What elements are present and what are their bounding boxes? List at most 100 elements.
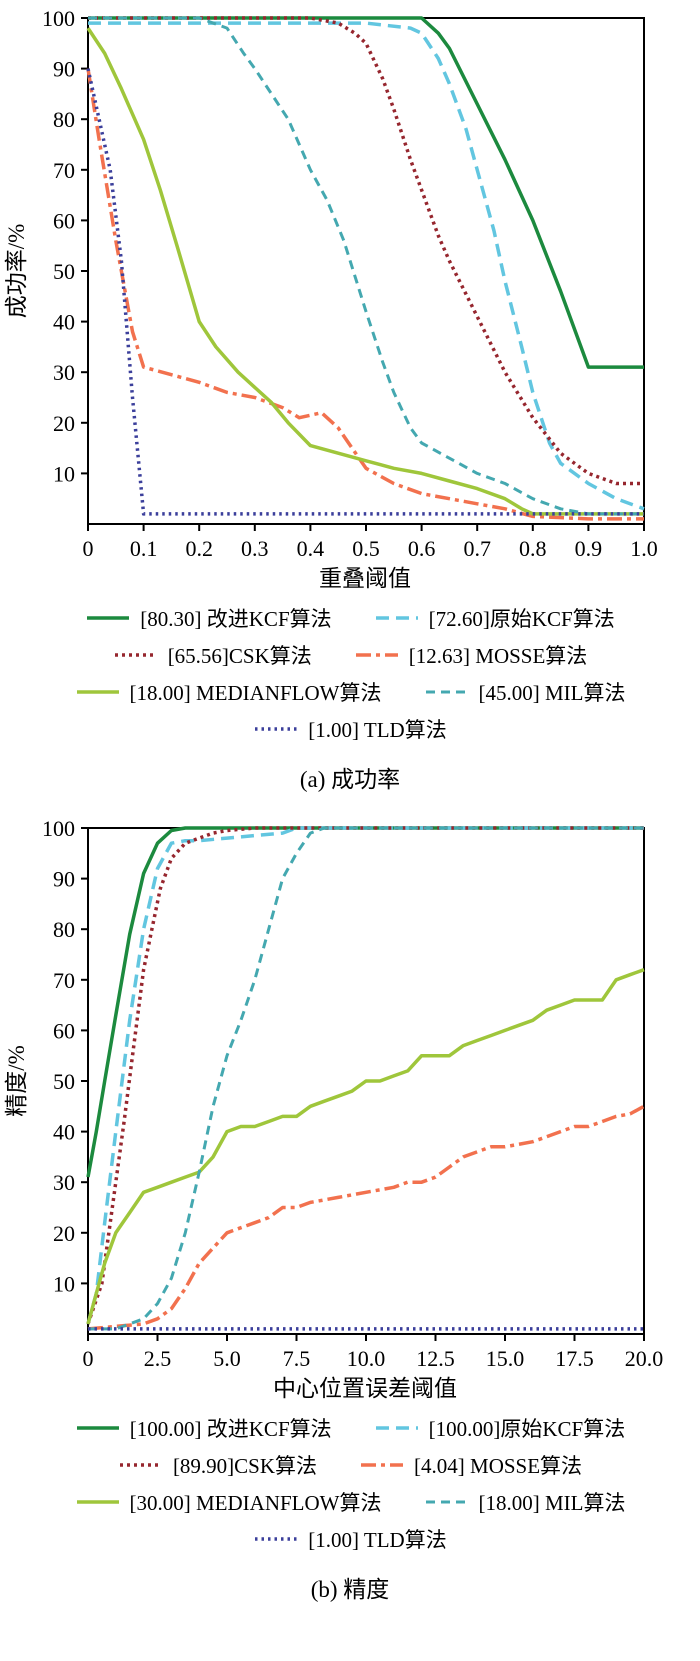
precision-plot: 0 2.5 5.0 7.5 10.0 12.5 15.0 17.5 20.0 10 20 30 40 50… xyxy=(4,816,663,1401)
legend-line-sample-tld xyxy=(255,727,298,731)
success-rate-plot: 0 0.1 0.2 0.3 0.4 0.5 0.6 0.7 0.8 0.9 1.0 10 20 30 40 5… xyxy=(4,6,658,591)
legend-label-mosse: [4.04] MOSSE算法 xyxy=(414,1454,583,1478)
legend-line-sample-original-kcf xyxy=(375,616,418,620)
x-tick-label: 0.8 xyxy=(519,536,547,561)
legend-item-medianflow: [18.00] MEDIANFLOW算法 xyxy=(75,677,382,707)
legend-line-sample-medianflow xyxy=(76,1500,119,1504)
y-tick-label: 40 xyxy=(53,1120,75,1145)
x-tick-label: 0.7 xyxy=(463,536,491,561)
legend-label-original-kcf: [100.00]原始KCF算法 xyxy=(428,1417,626,1441)
x-tick-label: 2.5 xyxy=(144,1346,172,1371)
x-tick-label: 0.9 xyxy=(575,536,603,561)
x-tick-label: 0 xyxy=(83,536,94,561)
x-tick-label: 0.5 xyxy=(352,536,380,561)
series-line-mil xyxy=(88,826,644,1331)
legend-label-csk: [89.90]CSK算法 xyxy=(172,1454,318,1478)
legend-item-tld: [1.00] TLD算法 xyxy=(253,1524,447,1554)
legend-line-sample-csk xyxy=(114,653,157,657)
caption: (a) 成功率 xyxy=(299,767,401,792)
legend-line-sample-original-kcf xyxy=(375,1426,418,1430)
legend-label-tld: [1.00] TLD算法 xyxy=(308,718,447,742)
success-rate-chart-section: 0 0.1 0.2 0.3 0.4 0.5 0.6 0.7 0.8 0.9 1.0 10 20 30 40 5… xyxy=(0,4,700,794)
legend-item-original-kcf: [100.00]原始KCF算法 xyxy=(374,1413,626,1443)
legend-label-mil: [45.00] MIL算法 xyxy=(478,681,626,705)
legend-item-improved-kcf: [80.30] 改进KCF算法 xyxy=(85,603,332,633)
x-tick-label: 0.3 xyxy=(241,536,269,561)
y-tick-label: 100 xyxy=(42,6,75,31)
plot-frame xyxy=(87,17,645,525)
legend: [80.30] 改进KCF算法 [72.60]原始KCF算法 [65.56]CSK算… xyxy=(0,603,700,744)
x-axis-label: 重叠阈值 xyxy=(319,566,411,591)
x-tick-label: 7.5 xyxy=(283,1346,311,1371)
y-tick-label: 20 xyxy=(53,1221,75,1246)
precision-chart-section: 0 2.5 5.0 7.5 10.0 12.5 15.0 17.5 20.0 10 20 30 40 50… xyxy=(0,814,700,1604)
y-tick-label: 70 xyxy=(53,158,75,183)
y-tick-label: 80 xyxy=(53,917,75,942)
legend-row: [80.30] 改进KCF算法 [72.60]原始KCF算法 xyxy=(0,603,700,633)
legend-line-sample-mil xyxy=(425,690,468,694)
legend-label-original-kcf: [72.60]原始KCF算法 xyxy=(428,607,615,631)
y-tick-label: 80 xyxy=(53,107,75,132)
legend-line-sample-tld xyxy=(255,1537,298,1541)
legend-item-csk: [65.56]CSK算法 xyxy=(113,640,312,670)
y-tick-label: 50 xyxy=(53,259,75,284)
legend-line-sample-mil xyxy=(425,1500,468,1504)
x-tick-label: 0 xyxy=(83,1346,94,1371)
y-tick-label: 70 xyxy=(53,968,75,993)
x-tick-label: 20.0 xyxy=(625,1346,664,1371)
legend-label-mosse: [12.63] MOSSE算法 xyxy=(408,644,588,668)
figure: 0 0.1 0.2 0.3 0.4 0.5 0.6 0.7 0.8 0.9 1.0 10 20 30 40 5… xyxy=(0,4,700,1604)
series-line-csk xyxy=(88,16,644,486)
legend-row: [100.00] 改进KCF算法 [100.00]原始KCF算法 xyxy=(0,1413,700,1443)
legend-row: [18.00] MEDIANFLOW算法 [45.00] MIL算法 xyxy=(0,677,700,707)
legend-label-medianflow: [30.00] MEDIANFLOW算法 xyxy=(129,1491,382,1515)
x-tick-label: 15.0 xyxy=(486,1346,525,1371)
series-line-improved-kcf xyxy=(88,16,644,369)
legend-item-mil: [45.00] MIL算法 xyxy=(424,677,626,707)
x-tick-label: 0.4 xyxy=(297,536,325,561)
y-tick-label: 20 xyxy=(53,411,75,436)
series-line-mosse xyxy=(87,1104,645,1331)
legend-line-sample-mosse xyxy=(355,653,398,657)
legend-row: [1.00] TLD算法 xyxy=(0,1524,700,1554)
legend-line-sample-mosse xyxy=(361,1463,404,1467)
x-tick-label: 1.0 xyxy=(630,536,658,561)
x-tick-label: 5.0 xyxy=(213,1346,241,1371)
legend-label-improved-kcf: [100.00] 改进KCF算法 xyxy=(129,1417,332,1441)
series-line-csk xyxy=(86,826,644,1325)
y-tick-label: 60 xyxy=(53,1018,75,1043)
caption: (b) 精度 xyxy=(310,1577,390,1602)
legend-line-sample-improved-kcf xyxy=(76,1426,119,1430)
y-tick-label: 40 xyxy=(53,310,75,335)
y-tick-label: 100 xyxy=(42,816,75,841)
x-tick-label: 0.1 xyxy=(130,536,158,561)
y-axis-label: 精度/% xyxy=(4,1045,29,1117)
legend-row: [89.90]CSK算法 [4.04] MOSSE算法 xyxy=(0,1450,700,1480)
legend-item-medianflow: [30.00] MEDIANFLOW算法 xyxy=(75,1487,382,1517)
y-tick-label: 90 xyxy=(53,57,75,82)
legend-item-mosse: [12.63] MOSSE算法 xyxy=(354,640,588,670)
legend-label-mil: [18.00] MIL算法 xyxy=(478,1491,626,1515)
legend-row: [1.00] TLD算法 xyxy=(0,714,700,744)
legend-label-csk: [65.56]CSK算法 xyxy=(167,644,312,668)
y-tick-label: 90 xyxy=(53,867,75,892)
legend-item-csk: [89.90]CSK算法 xyxy=(118,1450,317,1480)
series-line-tld xyxy=(86,68,644,516)
x-axis-label: 中心位置误差阈值 xyxy=(273,1376,457,1401)
y-tick-label: 10 xyxy=(53,461,75,486)
legend-label-improved-kcf: [80.30] 改进KCF算法 xyxy=(140,607,332,631)
series-line-original-kcf xyxy=(88,21,645,511)
x-tick-label: 17.5 xyxy=(555,1346,594,1371)
precision-plot-content: 0 2.5 5.0 7.5 10.0 12.5 15.0 17.5 20.0 10 20 30 40 50… xyxy=(42,816,663,1371)
series-line-mil xyxy=(88,16,644,516)
x-tick-label: 10.0 xyxy=(347,1346,386,1371)
success-rate-plot-content: 0 0.1 0.2 0.3 0.4 0.5 0.6 0.7 0.8 0.9 1.0 10 20 30 40 5… xyxy=(42,6,658,561)
x-tick-label: 0.6 xyxy=(408,536,436,561)
legend-label-medianflow: [18.00] MEDIANFLOW算法 xyxy=(129,681,382,705)
legend-item-mosse: [4.04] MOSSE算法 xyxy=(359,1450,582,1480)
legend-row: [30.00] MEDIANFLOW算法 [18.00] MIL算法 xyxy=(0,1487,700,1517)
y-tick-label: 60 xyxy=(53,208,75,233)
y-tick-label: 10 xyxy=(53,1271,75,1296)
legend-item-original-kcf: [72.60]原始KCF算法 xyxy=(374,603,615,633)
legend-row: [65.56]CSK算法 [12.63] MOSSE算法 xyxy=(0,640,700,670)
